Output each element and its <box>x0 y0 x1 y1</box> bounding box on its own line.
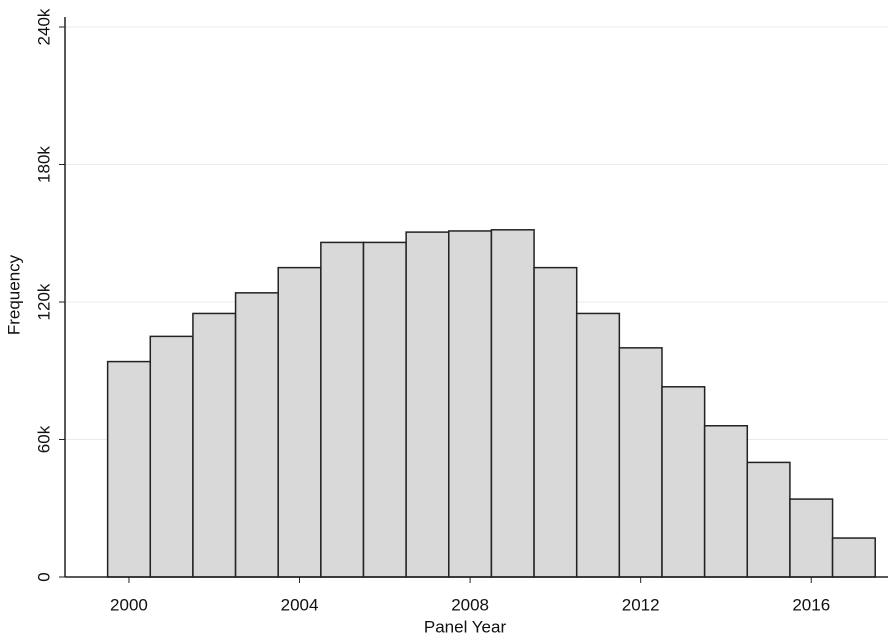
bar <box>192 312 237 578</box>
x-tick-label: 2016 <box>792 595 830 614</box>
x-tick-label: 2000 <box>110 595 148 614</box>
y-tick-label: 240k <box>34 8 53 45</box>
y-axis-label: Frequency <box>4 254 23 335</box>
bar <box>106 360 152 578</box>
bar <box>575 312 621 578</box>
y-tick-label: 60k <box>34 425 53 453</box>
x-tick-label: 2012 <box>622 595 660 614</box>
bar <box>533 266 578 578</box>
x-tick-label: 2004 <box>281 595 319 614</box>
bar <box>149 335 194 578</box>
bar <box>703 425 749 578</box>
bar <box>405 231 450 578</box>
bar <box>490 229 535 578</box>
bar <box>448 230 493 578</box>
bar <box>320 241 365 578</box>
bar <box>362 241 407 578</box>
y-tick-label: 0 <box>34 572 53 581</box>
bar <box>661 386 706 578</box>
y-tick-label: 180k <box>34 146 53 183</box>
x-tick-label: 2008 <box>451 595 489 614</box>
bar <box>618 347 663 578</box>
bar <box>746 461 791 578</box>
x-axis-label: Panel Year <box>424 617 507 636</box>
bar <box>234 292 279 578</box>
bar <box>277 266 322 578</box>
bar <box>831 537 876 578</box>
bar <box>789 498 834 578</box>
y-tick-label: 120k <box>34 283 53 320</box>
